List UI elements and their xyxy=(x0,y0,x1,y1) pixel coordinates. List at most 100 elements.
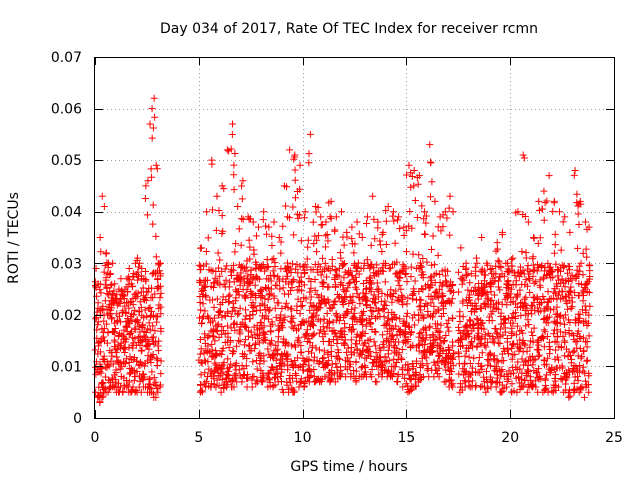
data-point xyxy=(98,192,106,200)
data-point xyxy=(416,296,424,304)
data-point xyxy=(558,375,566,383)
data-point xyxy=(362,301,370,309)
data-point xyxy=(311,275,319,283)
data-point xyxy=(585,388,593,396)
data-point xyxy=(347,267,355,275)
data-point xyxy=(246,342,254,350)
data-point xyxy=(488,296,496,304)
data-point xyxy=(259,378,267,386)
data-point xyxy=(405,365,413,373)
data-point xyxy=(534,374,542,382)
data-point xyxy=(348,272,356,280)
data-point xyxy=(497,372,505,380)
data-point xyxy=(223,365,231,373)
data-point xyxy=(291,166,299,174)
data-point xyxy=(363,354,371,362)
data-point xyxy=(257,262,265,270)
data-point xyxy=(523,388,531,396)
data-point xyxy=(151,290,159,298)
data-point xyxy=(290,388,298,396)
data-point xyxy=(280,182,288,190)
data-point xyxy=(406,208,414,216)
data-point xyxy=(291,194,299,202)
data-point xyxy=(474,295,482,303)
data-point xyxy=(585,223,593,231)
data-point xyxy=(399,383,407,391)
data-point xyxy=(267,340,275,348)
data-point xyxy=(294,187,302,195)
data-point xyxy=(355,230,363,238)
data-point xyxy=(492,270,500,278)
data-point xyxy=(103,259,111,267)
data-point xyxy=(553,313,561,321)
data-point xyxy=(132,387,140,395)
data-point xyxy=(384,203,392,211)
data-point xyxy=(99,393,107,401)
data-point xyxy=(217,364,225,372)
data-point xyxy=(296,310,304,318)
data-point xyxy=(407,328,415,336)
data-point xyxy=(125,276,133,284)
data-point xyxy=(446,287,454,295)
data-point xyxy=(224,355,232,363)
data-point xyxy=(573,344,581,352)
data-point xyxy=(404,361,412,369)
data-point xyxy=(559,279,567,287)
data-point xyxy=(142,267,150,275)
data-point xyxy=(564,269,572,277)
data-point xyxy=(503,281,511,289)
data-point xyxy=(240,341,248,349)
data-point xyxy=(454,350,462,358)
data-point xyxy=(231,297,239,305)
data-point xyxy=(247,293,255,301)
data-point xyxy=(309,331,317,339)
data-point xyxy=(540,326,548,334)
data-point xyxy=(475,354,483,362)
data-point xyxy=(526,343,534,351)
data-point xyxy=(426,284,434,292)
data-point xyxy=(238,378,246,386)
data-point xyxy=(548,267,556,275)
data-point xyxy=(276,372,284,380)
data-point xyxy=(152,232,160,240)
data-point xyxy=(422,354,430,362)
data-point xyxy=(577,384,585,392)
data-point xyxy=(503,335,511,343)
data-point xyxy=(360,307,368,315)
data-point xyxy=(210,368,218,376)
data-point xyxy=(379,305,387,313)
data-point xyxy=(153,354,161,362)
data-point xyxy=(216,300,224,308)
data-point xyxy=(467,371,475,379)
data-point xyxy=(528,328,536,336)
data-point xyxy=(508,262,516,270)
data-point xyxy=(227,145,235,153)
data-point xyxy=(221,311,229,319)
data-point xyxy=(277,322,285,330)
data-point xyxy=(413,214,421,222)
data-point xyxy=(269,383,277,391)
data-point xyxy=(142,296,150,304)
data-point xyxy=(355,352,363,360)
data-point xyxy=(373,270,381,278)
y-tick-label: 0.01 xyxy=(51,359,82,375)
data-point xyxy=(388,373,396,381)
data-point xyxy=(576,267,584,275)
data-point xyxy=(543,332,551,340)
data-point xyxy=(432,366,440,374)
data-point xyxy=(242,362,250,370)
data-point xyxy=(116,365,124,373)
data-point xyxy=(383,320,391,328)
data-point xyxy=(515,374,523,382)
data-point xyxy=(297,375,305,383)
data-point xyxy=(268,242,276,250)
data-point xyxy=(343,308,351,316)
data-point xyxy=(427,299,435,307)
data-point xyxy=(557,375,565,383)
data-point xyxy=(492,383,500,391)
data-point xyxy=(211,337,219,345)
data-point xyxy=(389,324,397,332)
data-point xyxy=(289,260,297,268)
data-point xyxy=(427,245,435,253)
data-point xyxy=(298,287,306,295)
